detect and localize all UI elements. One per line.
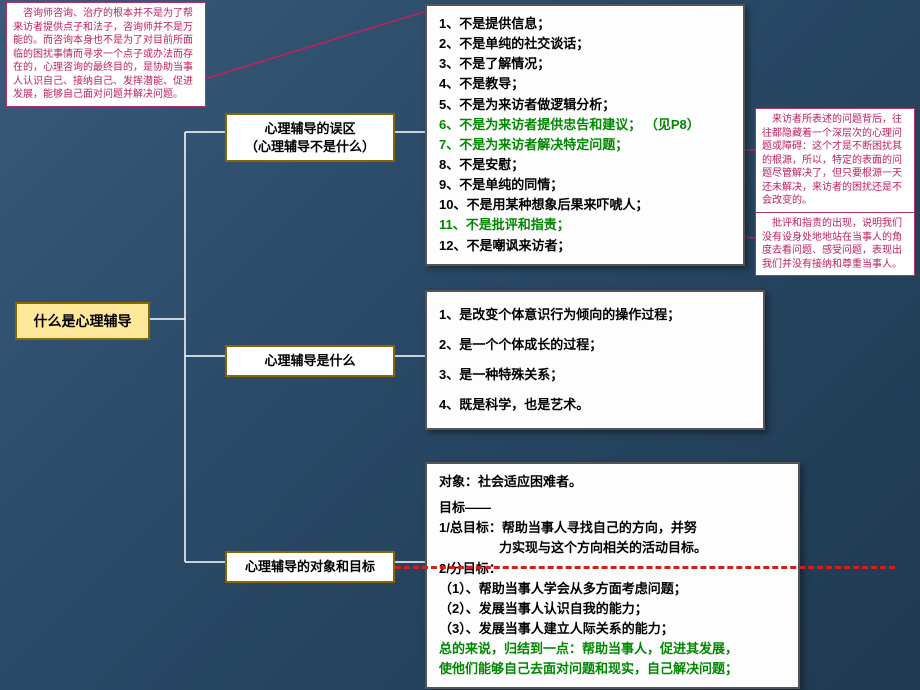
b1-i7: 7、不是为来访者解决特定问题； [439, 135, 731, 155]
branch3-line1: 心理辅导的对象和目标 [233, 558, 387, 576]
root-title: 什么是心理辅导 [34, 313, 132, 329]
b1-i12: 12、不是嘲讽来访者； [439, 236, 731, 256]
b1-i5: 5、不是为来访者做逻辑分析； [439, 95, 731, 115]
b1-i11: 11、不是批评和指责； [439, 215, 731, 235]
b1-i8: 8、不是安慰； [439, 155, 731, 175]
note1-text: 咨询师咨询、治疗的根本并不是为了帮来访者提供点子和法子，咨询师并不是万能的。而咨… [13, 8, 193, 100]
b2-i2: 2、是一个个体成长的过程； [439, 330, 751, 360]
note-deep-issue: 来访者所表述的问题背后，往往都隐藏着一个深层次的心理问题或障碍：这个才是不断困扰… [755, 108, 915, 213]
content-misconception: 1、不是提供信息； 2、不是单纯的社交谈话； 3、不是了解情况； 4、不是教导；… [425, 4, 745, 266]
b3-l7: （2）、发展当事人认识自我的能力； [439, 599, 786, 619]
b1-i10: 10、不是用某种想象后果来吓唬人； [439, 195, 731, 215]
b2-i3: 3、是一种特殊关系； [439, 360, 751, 390]
note2-text: 来访者所表述的问题背后，往往都隐藏着一个深层次的心理问题或障碍：这个才是不断困扰… [762, 114, 902, 206]
b1-i4: 4、不是教导； [439, 74, 731, 94]
b2-i4: 4、既是科学，也是艺术。 [439, 390, 751, 420]
note-criticism: 批评和指责的出现，说明我们没有设身处地地站在当事人的角度去看问题、感受问题，表现… [755, 212, 915, 276]
b3-l2: 目标—— [439, 498, 786, 518]
note3-text: 批评和指责的出现，说明我们没有设身处地地站在当事人的角度去看问题、感受问题，表现… [762, 218, 902, 270]
content-what-is: 1、是改变个体意识行为倾向的操作过程； 2、是一个个体成长的过程； 3、是一种特… [425, 290, 765, 430]
b3-l1: 对象：社会适应困难者。 [439, 472, 786, 492]
branch1-line2: （心理辅导不是什么） [233, 138, 387, 156]
b3-l6: （1）、帮助当事人学会从多方面考虑问题； [439, 579, 786, 599]
b1-i3: 3、不是了解情况； [439, 54, 731, 74]
branch-misconception: 心理辅导的误区 （心理辅导不是什么） [225, 113, 395, 162]
b3-l3: 1/总目标：帮助当事人寻找自己的方向，并努 [439, 518, 786, 538]
branch1-line1: 心理辅导的误区 [233, 120, 387, 138]
b1-i6: 6、不是为来访者提供忠告和建议； （见P8） [439, 115, 731, 135]
branch-target: 心理辅导的对象和目标 [225, 551, 395, 583]
note-consultant: 咨询师咨询、治疗的根本并不是为了帮来访者提供点子和法子，咨询师并不是万能的。而咨… [6, 2, 206, 107]
root-node: 什么是心理辅导 [15, 302, 150, 340]
b1-i2: 2、不是单纯的社交谈话； [439, 34, 731, 54]
branch2-line1: 心理辅导是什么 [233, 352, 387, 370]
b1-i1: 1、不是提供信息； [439, 14, 731, 34]
content-target: 对象：社会适应困难者。 目标—— 1/总目标：帮助当事人寻找自己的方向，并努 力… [425, 462, 800, 689]
branch-what-is: 心理辅导是什么 [225, 345, 395, 377]
b3-l4: 力实现与这个方向相关的活动目标。 [439, 538, 786, 558]
b3-l10: 使他们能够自己去面对问题和现实，自己解决问题； [439, 659, 786, 679]
b2-i1: 1、是改变个体意识行为倾向的操作过程； [439, 300, 751, 330]
b1-i9: 9、不是单纯的同情； [439, 175, 731, 195]
b3-l9: 总的来说，归结到一点：帮助当事人，促进其发展， [439, 639, 786, 659]
red-dashed-separator [395, 566, 895, 569]
b3-l8: （3）、发展当事人建立人际关系的能力； [439, 619, 786, 639]
